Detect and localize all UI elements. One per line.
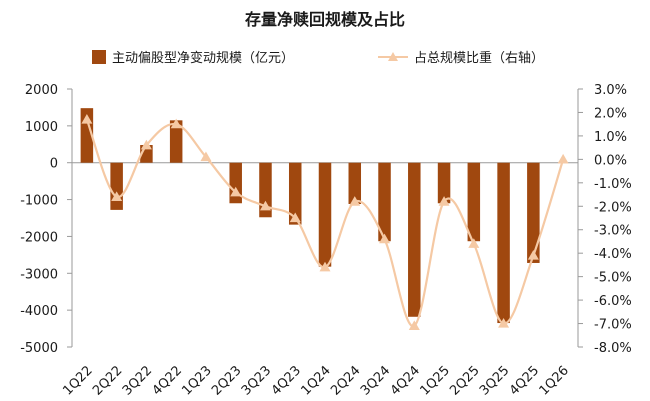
ratio-point (111, 191, 123, 202)
right-tick-label: 3.0% (594, 83, 627, 98)
ratio-point (170, 118, 182, 129)
right-tick-label: -5.0% (594, 271, 632, 286)
right-tick-label: -6.0% (594, 294, 632, 309)
x-tick-label: 2Q25 (447, 363, 482, 398)
ratio-point (498, 318, 510, 328)
bar (408, 162, 421, 317)
left-tick-label: 2000 (25, 83, 58, 98)
right-tick-label: -4.0% (594, 247, 632, 262)
bars (80, 108, 540, 324)
right-tick-label: 2.0% (594, 106, 627, 121)
ratio-point (319, 261, 331, 272)
x-tick-label: 3Q23 (239, 363, 274, 398)
legend-line-label: 占总规模比重（右轴） (414, 50, 544, 66)
bar (229, 162, 242, 204)
ratio-point (259, 200, 271, 211)
ratio-point (81, 113, 93, 124)
ratio-point (200, 151, 212, 162)
bar (169, 120, 183, 163)
chart-title: 存量净赎回规模及占比 (245, 10, 405, 29)
left-tick-label: 0 (50, 157, 58, 172)
bar (318, 162, 332, 267)
right-tick-label: 1.0% (594, 130, 627, 145)
x-tick-label: 4Q24 (388, 363, 423, 398)
x-tick-label: 2Q24 (328, 363, 363, 398)
left-tick-label: -5000 (20, 341, 58, 356)
ratio-point (468, 238, 480, 248)
left-tick-label: 1000 (25, 120, 58, 135)
ratio-point (230, 186, 242, 197)
right-tick-label: -2.0% (594, 200, 632, 215)
x-tick-label: 2Q23 (209, 363, 244, 398)
x-tick-label: 1Q22 (60, 363, 95, 398)
right-axis-ticks: 3.0% 2.0% 1.0% 0.0% -1.0% -2.0% -3.0% -4.0% -5.0… (594, 83, 632, 356)
x-tick-label: 1Q26 (537, 363, 572, 398)
left-tick-label: -2000 (20, 230, 58, 245)
x-tick-label: 3Q22 (120, 363, 155, 398)
legend: 主动偏股型净变动规模（亿元） 占总规模比重（右轴） (92, 50, 544, 66)
left-tick-label: -1000 (20, 194, 58, 209)
bar (110, 162, 123, 210)
x-axis-ticks: 1Q222Q223Q224Q221Q232Q233Q234Q231Q242Q24… (60, 363, 572, 398)
left-tick-label: -3000 (20, 267, 58, 282)
x-tick-label: 1Q23 (179, 363, 214, 398)
ratio-point (289, 212, 301, 223)
left-tick-label: -4000 (20, 304, 58, 319)
right-tick-label: -7.0% (594, 318, 632, 333)
ratio-point (438, 196, 450, 206)
ratio-point (379, 233, 391, 244)
ratio-point (349, 196, 361, 206)
bar (437, 162, 451, 204)
right-tick-label: -3.0% (594, 224, 632, 239)
x-tick-label: 4Q23 (269, 363, 304, 398)
x-tick-label: 1Q25 (417, 363, 452, 398)
right-tick-label: -1.0% (594, 177, 632, 192)
bar (348, 162, 362, 204)
bar (467, 162, 481, 242)
right-tick-label: -8.0% (594, 341, 632, 356)
ratio-point (557, 153, 569, 164)
x-tick-label: 1Q24 (298, 363, 333, 398)
bar (288, 162, 302, 225)
bar (378, 162, 391, 242)
right-tick-label: 0.0% (594, 153, 627, 168)
legend-bar-swatch (92, 50, 106, 64)
x-tick-label: 4Q22 (150, 363, 185, 398)
x-tick-label: 3Q25 (477, 363, 512, 398)
x-tick-label: 4Q25 (507, 363, 542, 398)
legend-line-marker (388, 52, 398, 61)
ratio-point (527, 250, 539, 260)
ratio-line (81, 113, 569, 331)
x-tick-label: 2Q22 (90, 363, 125, 398)
bar (527, 162, 540, 263)
ratio-point (140, 139, 152, 150)
ratio-point (408, 320, 420, 331)
bar (497, 162, 510, 324)
bar (259, 162, 272, 218)
legend-bar-label: 主动偏股型净变动规模（亿元） (112, 50, 294, 66)
left-axis-ticks: 2000 1000 0 -1000 -2000 -3000 -4000 -5000 (20, 83, 58, 356)
ratio-line-path (85, 119, 565, 328)
x-tick-label: 3Q24 (358, 363, 393, 398)
